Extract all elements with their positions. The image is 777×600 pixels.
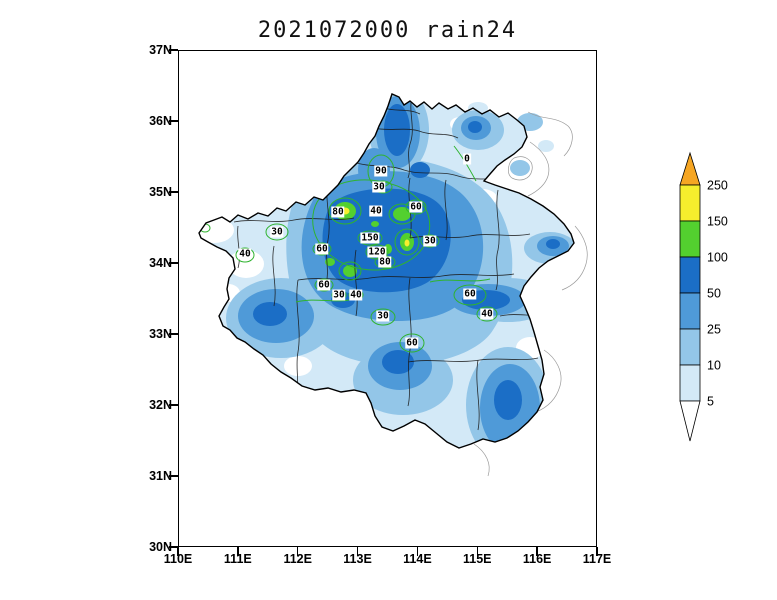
y-tick-label: 36N (149, 114, 172, 128)
colorbar-band (679, 364, 701, 402)
x-tick-mark (356, 547, 359, 556)
y-tick-mark (169, 120, 178, 122)
x-tick-label: 115E (463, 552, 492, 566)
colorbar-label: 10 (707, 359, 721, 373)
y-tick-mark (169, 262, 178, 264)
y-tick-label: 31N (149, 469, 172, 483)
x-tick-mark (476, 547, 479, 556)
y-tick-label: 32N (149, 398, 172, 412)
colorbar-label: 5 (707, 395, 714, 409)
x-tick-mark (596, 547, 598, 556)
y-tick-mark (169, 546, 178, 548)
colorbar-below-triangle (679, 400, 701, 442)
x-tick-label: 112E (283, 552, 312, 566)
x-tick-label: 117E (582, 552, 612, 566)
y-tick-label: 30N (149, 540, 172, 554)
colorbar-label: 25 (707, 323, 721, 337)
colorbar: 250 150 100 50 25 10 5 (679, 151, 728, 442)
y-tick-label: 37N (149, 43, 172, 57)
precipitation-map (198, 93, 588, 477)
colorbar-band (679, 220, 701, 258)
rain-contour-lines (199, 145, 498, 353)
y-tick-label: 35N (149, 185, 172, 199)
colorbar-above-triangle (679, 151, 701, 186)
map-plot-area: 0 90 30 80 40 60 30 150 120 30 40 60 80 60 30 40 60 40 30 6… (178, 50, 597, 547)
colorbar-band (679, 184, 701, 222)
colorbar-label: 250 (707, 179, 728, 193)
x-tick-label: 114E (403, 552, 432, 566)
x-tick-mark (536, 547, 538, 556)
y-tick-mark (169, 333, 178, 335)
x-tick-label: 111E (223, 552, 252, 566)
x-tick-label: 116E (522, 552, 552, 566)
x-tick-mark (296, 547, 299, 556)
x-tick-mark (416, 547, 419, 556)
y-tick-mark (169, 191, 178, 193)
colorbar-band (679, 256, 701, 294)
colorbar-label: 100 (707, 251, 728, 265)
neighbour-boundary-lines (473, 111, 588, 477)
y-tick-mark (169, 404, 178, 406)
y-tick-label: 33N (149, 327, 172, 341)
colorbar-label: 50 (707, 287, 721, 301)
colorbar-label: 150 (707, 215, 728, 229)
plot-title: 2021072000 rain24 (257, 18, 518, 43)
x-tick-mark (177, 547, 179, 556)
y-tick-mark (169, 475, 178, 477)
x-tick-label: 113E (343, 552, 372, 566)
y-tick-label: 34N (149, 256, 172, 270)
x-tick-mark (237, 547, 239, 556)
colorbar-band (679, 328, 701, 366)
x-tick-label: 110E (163, 552, 193, 566)
y-tick-mark (169, 49, 178, 51)
colorbar-band (679, 292, 701, 330)
